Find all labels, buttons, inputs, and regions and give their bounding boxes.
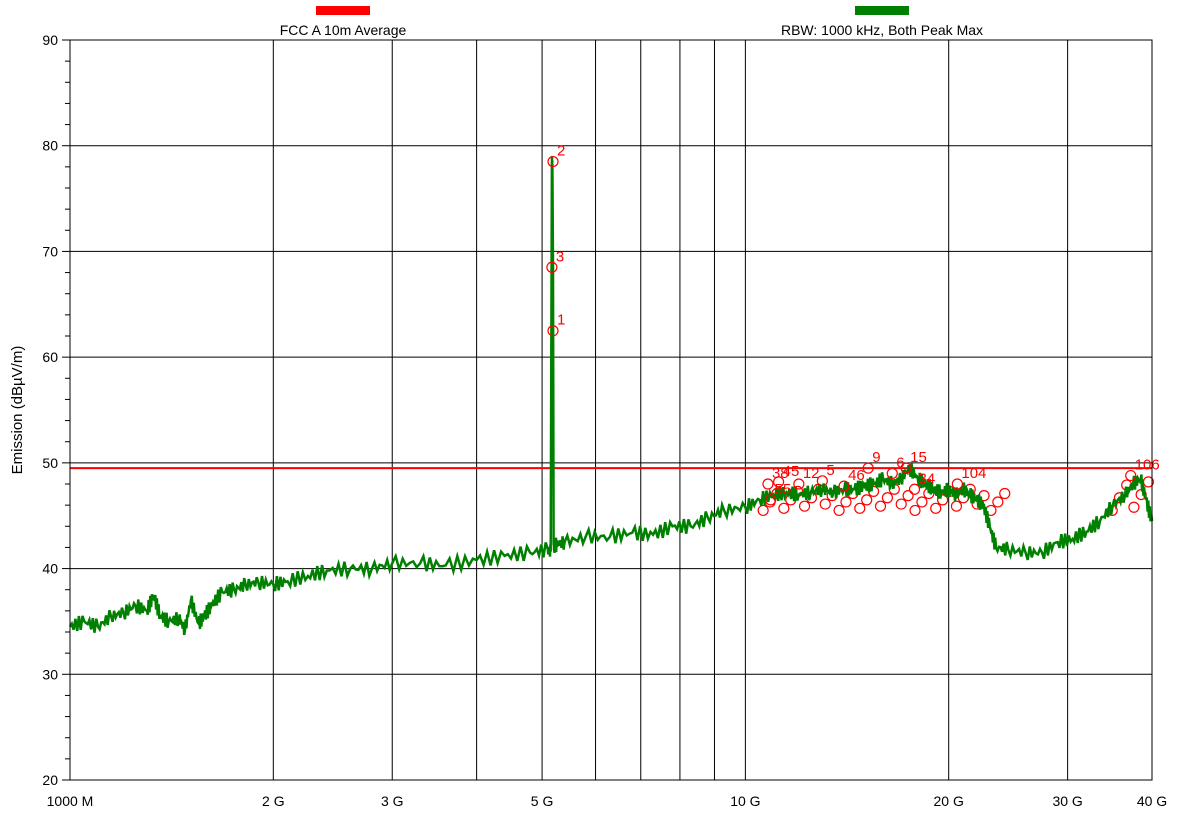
peak-marker: [762, 478, 774, 490]
peak-marker: [951, 478, 963, 490]
peak-marker-label: 15: [910, 449, 927, 466]
cluster-marker: [895, 498, 907, 510]
peak-marker-label: 45: [783, 463, 800, 480]
cluster-marker: [833, 504, 845, 517]
x-axis-labels: 1000 M 2 G 3 G 5 G 10 G 20 G 30 G 40 G: [47, 793, 1168, 809]
cluster-marker: [757, 504, 769, 517]
cluster-marker: [874, 500, 887, 512]
cluster-marker: [881, 492, 894, 504]
cluster-marker: [1128, 501, 1140, 513]
peak-marker: [1125, 469, 1137, 482]
peak-marker: [816, 475, 828, 487]
peak-marker: [838, 480, 850, 492]
peak-marker-label: 34: [919, 470, 936, 487]
peak-marker-label: 1: [557, 312, 565, 329]
y-tick-label: 50: [42, 455, 58, 471]
cluster-marker: [902, 490, 914, 502]
cluster-marker: [999, 487, 1011, 500]
peak-marker-label: 55: [775, 481, 792, 498]
x-tick-label: 1000 M: [47, 793, 94, 809]
legend-swatch: [316, 6, 370, 15]
y-tick-label: 70: [42, 243, 58, 259]
legend: FCC A 10m Average RBW: 1000 kHz, Both Pea…: [280, 6, 983, 38]
peak-marker-label: 6: [896, 454, 904, 471]
peak-marker-label: 12: [803, 465, 820, 482]
peak-marker: [900, 462, 912, 474]
peak-marker: [773, 476, 785, 488]
cluster-marker: [819, 498, 831, 510]
peak-marker-label: 104: [961, 465, 986, 482]
peak-marker-label: 9: [872, 449, 880, 466]
x-tick-label: 30 G: [1052, 793, 1082, 809]
y-axis-title: Emission (dBµV/m): [9, 346, 26, 475]
legend-label: FCC A 10m Average: [280, 22, 407, 38]
cluster-marker: [930, 502, 942, 514]
cluster-marker: [909, 504, 921, 517]
cluster-marker: [778, 502, 790, 514]
x-tick-label: 2 G: [262, 793, 285, 809]
peak-marker-label: 2: [557, 143, 565, 160]
peak-marker-label: 3: [556, 248, 564, 265]
cluster-marker: [840, 496, 852, 508]
peak-marker: [908, 483, 921, 495]
peak-marker: [547, 325, 559, 337]
legend-swatch: [855, 6, 909, 15]
peak-marker: [793, 478, 805, 490]
cluster-marker: [950, 500, 963, 512]
y-tick-label: 40: [42, 561, 58, 577]
y-axis-labels: 20 30 40 50 60 70 80 90: [42, 32, 58, 788]
cluster-marker: [798, 500, 811, 512]
peak-marker: [546, 261, 558, 273]
y-tick-label: 60: [42, 349, 58, 365]
cluster-marker: [861, 494, 873, 506]
peak-marker: [862, 462, 874, 474]
cluster-marker: [916, 496, 928, 508]
chart-grid: [70, 40, 1152, 780]
measurement-trace: [68, 155, 1154, 636]
y-tick-label: 80: [42, 138, 58, 154]
x-tick-label: 5 G: [531, 793, 554, 809]
peak-marker-label: 5: [826, 462, 834, 479]
y-tick-label: 90: [42, 32, 58, 48]
y-tick-label: 20: [42, 772, 58, 788]
x-tick-label: 3 G: [381, 793, 404, 809]
peak-marker: [886, 467, 898, 480]
x-tick-label: 10 G: [730, 793, 760, 809]
plot-frame: [69, 39, 1153, 781]
peak-marker-label: 46: [848, 467, 865, 484]
x-tick-label: 40 G: [1137, 793, 1167, 809]
cluster-marker: [854, 502, 866, 514]
series-layer: [68, 155, 1154, 636]
axis-ticks: [62, 39, 70, 781]
legend-label: RBW: 1000 kHz, Both Peak Max: [781, 22, 983, 38]
y-tick-label: 30: [42, 666, 58, 682]
x-tick-label: 20 G: [934, 793, 964, 809]
cluster-marker: [992, 496, 1004, 508]
peak-marker: [765, 494, 777, 506]
peak-marker: [547, 155, 559, 168]
cluster-marker: [937, 494, 949, 506]
peak-marker-label: 106: [1135, 457, 1160, 474]
